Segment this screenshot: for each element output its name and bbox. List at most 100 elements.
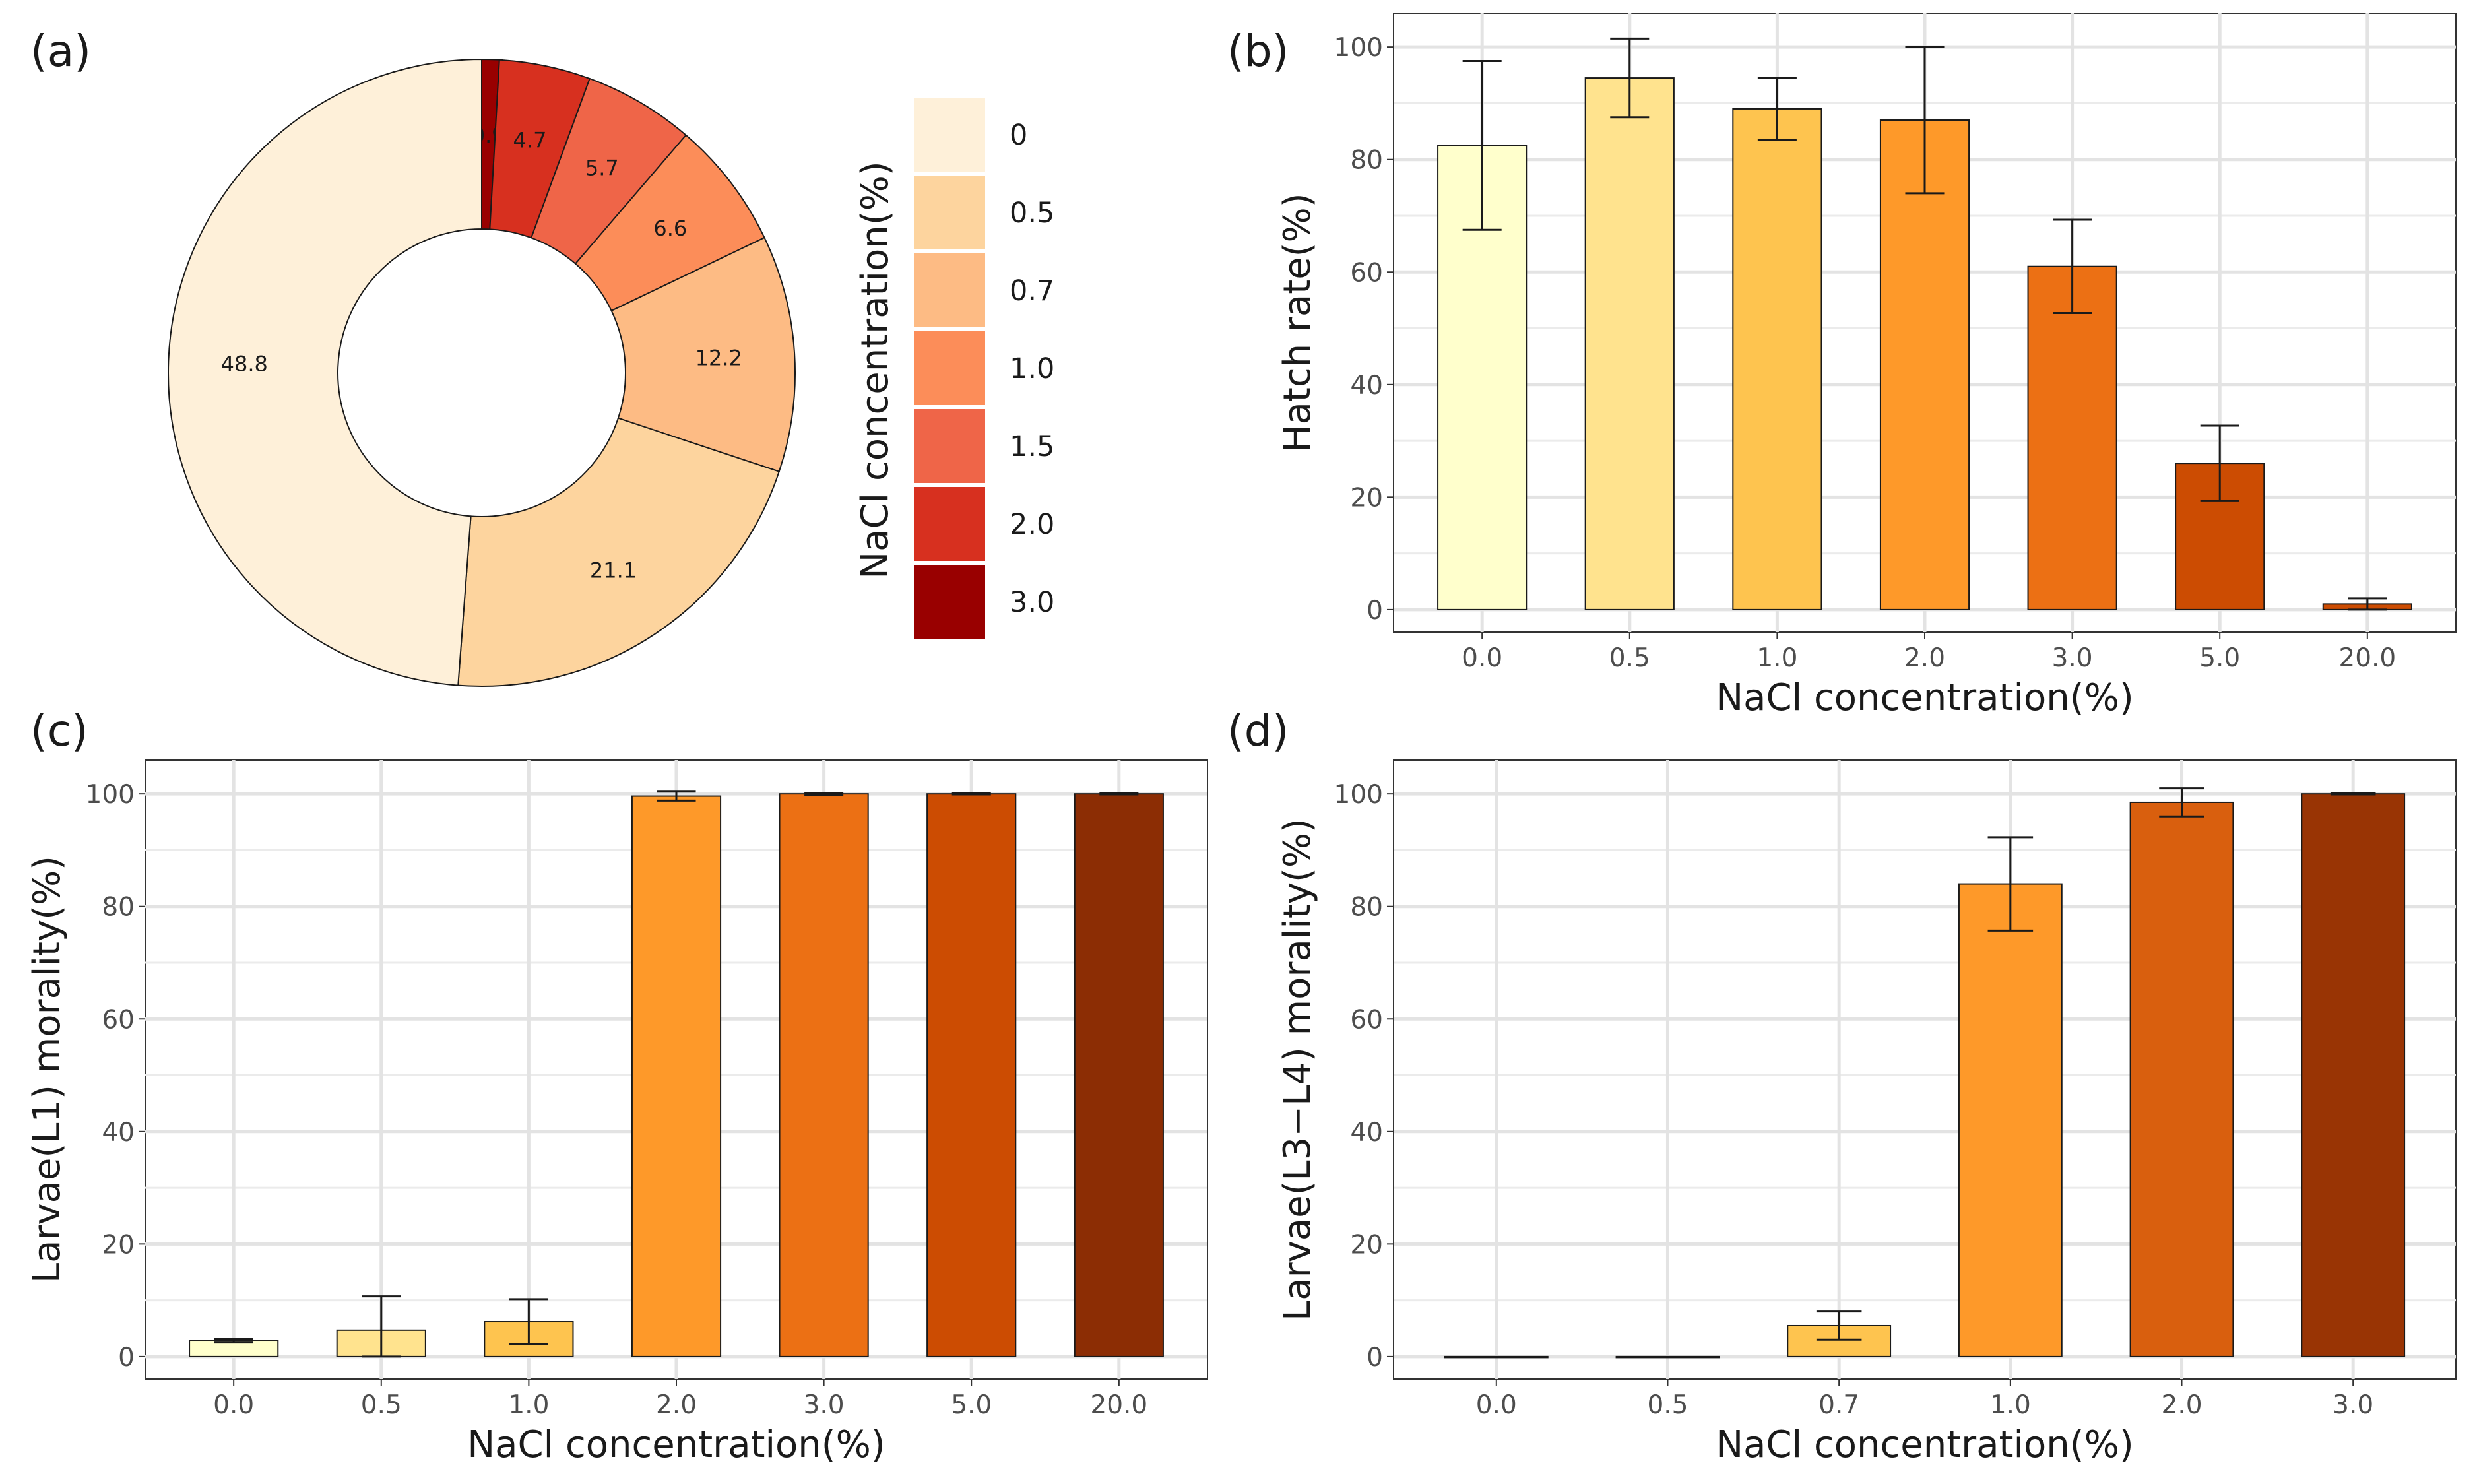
y-tick-label: 0	[118, 1343, 135, 1372]
error-bar	[951, 792, 991, 796]
error-bar	[2330, 792, 2376, 796]
bar-0.5	[1584, 77, 1675, 610]
legend-swatch-3.0	[914, 565, 985, 639]
x-tick-label: 1.0	[1990, 1390, 2031, 1420]
donut-slice-0	[168, 58, 482, 686]
y-tick-label: 40	[102, 1118, 135, 1147]
legend-title: NaCl concentration(%)	[854, 161, 897, 579]
x-tick-label: 1.0	[508, 1390, 549, 1420]
error-bar	[509, 1298, 548, 1345]
bar-0.5	[1615, 1355, 1720, 1359]
error-bar	[2159, 787, 2204, 818]
hatch-rate-chart: 0 20 40 60 80 100 0.0 0.5 1.0 2.0 3.0 5.0 20.0 NaCl c…	[1276, 13, 2457, 719]
y-tick-label: 100	[1334, 780, 1383, 810]
donut-slice-label: 21.1	[590, 558, 637, 583]
error-bar	[214, 1338, 253, 1344]
y-axis-title: Larvae(L3−L4) morality(%)	[1276, 818, 1319, 1321]
x-tick-label: 0.0	[1462, 643, 1502, 673]
legend-label: 0.7	[1010, 274, 1054, 307]
x-axis-title: NaCl concentration(%)	[1716, 676, 2133, 719]
legend-label: 0	[1010, 119, 1027, 152]
legend-swatch-1.5	[914, 409, 985, 483]
error-bar	[1757, 77, 1797, 141]
legend-swatch-0.5	[914, 176, 985, 249]
l1-mortality-chart: 0 20 40 60 80 100 0.0 0.5 1.0 2.0 3.0 5.0 20.0 NaCl c…	[26, 759, 1208, 1466]
error-bar	[804, 791, 844, 796]
panel-label-d: (d)	[1227, 705, 1289, 756]
bar-20.0	[1074, 793, 1164, 1357]
y-tick-label: 100	[86, 780, 135, 810]
x-tick-label: 2.0	[656, 1390, 697, 1420]
y-tick-label: 0	[1367, 596, 1383, 626]
error-bar	[2053, 218, 2092, 315]
y-tick-label: 60	[102, 1005, 135, 1035]
donut-slice-label: 12.2	[695, 345, 742, 370]
y-axis-title: Hatch rate(%)	[1276, 193, 1319, 452]
x-tick-label: 1.0	[1756, 643, 1797, 673]
error-bar	[1987, 836, 2034, 932]
x-tick-label: 0.0	[213, 1390, 254, 1420]
legend-swatch-0.7	[914, 253, 985, 327]
x-axis-title: NaCl concentration(%)	[467, 1423, 885, 1466]
x-tick-label: 2.0	[2162, 1390, 2203, 1420]
donut-slice-label: 5.7	[585, 156, 619, 181]
panel-label-b: (b)	[1227, 26, 1289, 77]
legend-swatch-0	[914, 98, 985, 172]
x-tick-label: 20.0	[2338, 643, 2396, 673]
y-tick-label: 80	[1350, 893, 1383, 922]
error-bar	[362, 1295, 401, 1358]
y-tick-label: 60	[1350, 258, 1383, 288]
legend-label: 2.0	[1010, 508, 1054, 541]
error-bar	[1610, 37, 1650, 119]
x-tick-label: 20.0	[1090, 1390, 1147, 1420]
y-tick-label: 20	[1350, 483, 1383, 513]
x-tick-label: 3.0	[2052, 643, 2093, 673]
legend-label: 1.0	[1010, 352, 1054, 385]
error-bar	[1816, 1310, 1862, 1341]
donut-slice-label: 48.8	[221, 351, 268, 376]
error-bar	[2200, 424, 2239, 502]
legend-label: 1.5	[1010, 430, 1054, 463]
x-tick-label: 3.0	[2332, 1390, 2373, 1420]
l3-l4-mortality-chart: 0 20 40 60 80 100 0.0 0.5 0.7 1.0 2.0 3.0 NaCl conce…	[1276, 759, 2457, 1466]
legend-swatch-2.0	[914, 487, 985, 561]
bar-1.0	[1732, 108, 1822, 610]
bar-5.0	[926, 793, 1017, 1357]
x-tick-label: 0.5	[361, 1390, 402, 1420]
bar-2.0	[1879, 119, 1970, 610]
y-tick-label: 80	[102, 893, 135, 922]
error-bar	[1905, 46, 1945, 195]
legend-swatch-1.0	[914, 331, 985, 405]
legend-label: 3.0	[1010, 586, 1054, 619]
x-axis-title: NaCl concentration(%)	[1716, 1423, 2133, 1466]
donut-slice-0.7	[610, 236, 796, 472]
x-tick-label: 3.0	[804, 1390, 845, 1420]
x-tick-label: 0.5	[1647, 1390, 1688, 1420]
donut-slice-label: 4.7	[513, 127, 547, 152]
panel-label-a: (a)	[30, 26, 91, 77]
panel-label-c: (c)	[30, 705, 88, 756]
y-tick-label: 20	[102, 1230, 135, 1260]
bar-1.0	[1958, 883, 2063, 1357]
x-tick-label: 2.0	[1904, 643, 1945, 673]
y-tick-label: 60	[1350, 1005, 1383, 1035]
y-axis-title: Larvae(L1) morality(%)	[26, 856, 69, 1283]
bar-3.0	[2027, 265, 2117, 610]
y-tick-label: 0	[1367, 1343, 1383, 1372]
error-bar	[1462, 59, 1502, 231]
donut-slice-label: 6.6	[653, 216, 687, 241]
x-tick-label: 0.7	[1818, 1390, 1859, 1420]
x-tick-label: 0.5	[1609, 643, 1650, 673]
plot-panel	[1393, 759, 2457, 1380]
error-bar	[2348, 597, 2387, 611]
x-tick-label: 5.0	[2199, 643, 2240, 673]
legend-label: 0.5	[1010, 197, 1054, 230]
y-tick-label: 100	[1334, 33, 1383, 63]
bar-2.0	[631, 795, 722, 1357]
x-tick-label: 0.0	[1476, 1390, 1517, 1420]
y-tick-label: 20	[1350, 1230, 1383, 1260]
error-bar	[1099, 792, 1139, 796]
donut-legend: 0 0.5 0.7 1.0 1.5 2.0 3.0 NaCl concentration(%)	[854, 98, 1054, 639]
y-tick-label: 40	[1350, 1118, 1383, 1147]
